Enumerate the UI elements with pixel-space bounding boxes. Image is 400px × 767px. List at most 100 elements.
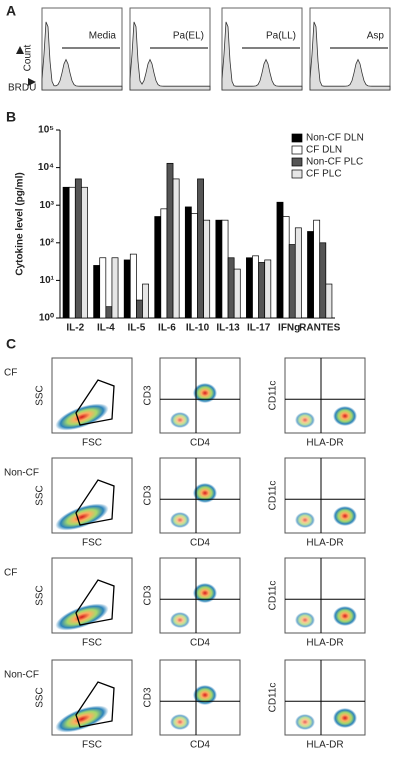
row-label: Non-CF: [4, 670, 39, 681]
bar: [123, 259, 131, 319]
bar: [191, 213, 198, 319]
bar: [81, 186, 88, 319]
histogram-frame: [309, 7, 391, 91]
legend-swatch: [291, 133, 303, 143]
x-axis-label: HLA-DR: [306, 740, 343, 751]
bar: [136, 299, 143, 319]
bar: [294, 227, 302, 319]
y-tick-label: 10³: [40, 200, 55, 211]
density: [170, 714, 190, 730]
x-tick-label: IFNg: [278, 323, 300, 334]
panel-label: C: [6, 336, 16, 352]
bar: [93, 265, 101, 319]
x-axis-label: BRDU: [8, 83, 36, 94]
density: [170, 512, 190, 528]
density: [55, 705, 109, 733]
bar: [184, 206, 192, 319]
gate: [75, 579, 115, 626]
x-axis-label: CD4: [190, 538, 210, 549]
x-axis-label: HLA-DR: [306, 438, 343, 449]
legend-swatch: [291, 145, 303, 155]
y-axis-label: SSC: [35, 585, 46, 606]
density: [333, 708, 357, 728]
gate: [75, 479, 115, 526]
legend-swatch: [291, 157, 303, 167]
x-axis-label: HLA-DR: [306, 638, 343, 649]
bar: [142, 283, 149, 319]
x-tick-label: IL-10: [186, 323, 210, 334]
legend-label: CF DLN: [306, 145, 342, 156]
row-label: CF: [4, 568, 17, 579]
legend-swatch: [291, 169, 303, 179]
gate: [75, 681, 115, 728]
density: [295, 612, 315, 628]
histogram-title: Asp: [367, 31, 385, 42]
x-tick-label: IL-2: [66, 323, 84, 334]
panel-label: B: [6, 109, 16, 125]
y-axis-label: CD3: [143, 385, 154, 405]
y-axis-label: Count: [23, 44, 34, 71]
legend-label: CF PLC: [306, 169, 342, 180]
histogram-frame: [129, 7, 211, 91]
y-axis-label: CD3: [143, 485, 154, 505]
y-axis-label: CD11c: [268, 381, 279, 411]
x-tick-label: IL-17: [247, 323, 271, 334]
bar: [129, 253, 137, 319]
bar: [252, 255, 259, 319]
density: [55, 503, 109, 531]
x-tick-label: IL-5: [127, 323, 145, 334]
y-axis-label: SSC: [35, 485, 46, 506]
y-axis-label: SSC: [35, 687, 46, 708]
bar: [264, 259, 272, 319]
bar: [111, 257, 119, 319]
y-axis-label: CD3: [143, 585, 154, 605]
density: [55, 403, 109, 431]
y-tick-label: 10²: [40, 237, 55, 248]
x-tick-label: IL-6: [158, 323, 176, 334]
bar: [154, 216, 162, 319]
x-tick-label: RANTES: [299, 323, 340, 334]
x-axis-label: HLA-DR: [306, 538, 343, 549]
bar: [288, 244, 296, 319]
y-axis-label: CD11c: [268, 481, 279, 511]
bar: [160, 208, 168, 319]
bar: [227, 257, 235, 319]
bar: [166, 162, 174, 319]
density: [193, 583, 217, 603]
y-axis-label: CD11c: [268, 581, 279, 611]
bar: [313, 219, 321, 319]
density: [333, 606, 357, 626]
x-axis-label: FSC: [82, 740, 102, 751]
density: [170, 412, 190, 428]
density: [333, 506, 357, 526]
density: [295, 714, 315, 730]
arrow: [28, 78, 36, 86]
bar: [62, 186, 70, 319]
histogram-curve: [41, 21, 123, 91]
bar: [203, 219, 211, 319]
bar: [172, 178, 180, 319]
histogram-curve: [129, 21, 211, 91]
x-axis-label: FSC: [82, 638, 102, 649]
arrow: [16, 46, 24, 54]
histogram-title: Pa(LL): [266, 31, 296, 42]
x-axis-label: CD4: [190, 438, 210, 449]
histogram-curve: [221, 21, 303, 91]
density: [295, 412, 315, 428]
y-axis-label: CD3: [143, 687, 154, 707]
x-tick-label: IL-13: [216, 323, 240, 334]
bar: [246, 257, 253, 319]
histogram-title: Media: [89, 31, 117, 42]
y-axis-label: Cytokine level (pg/ml): [15, 172, 26, 275]
bar: [221, 219, 229, 319]
density: [193, 483, 217, 503]
histogram-frame: [41, 7, 123, 91]
density: [333, 406, 357, 426]
bar: [258, 262, 266, 319]
bar: [276, 201, 284, 319]
row-label: Non-CF: [4, 468, 39, 479]
bar: [99, 257, 107, 319]
legend-label: Non-CF PLC: [306, 157, 363, 168]
histogram-title: Pa(EL): [173, 31, 204, 42]
x-axis-label: CD4: [190, 740, 210, 751]
